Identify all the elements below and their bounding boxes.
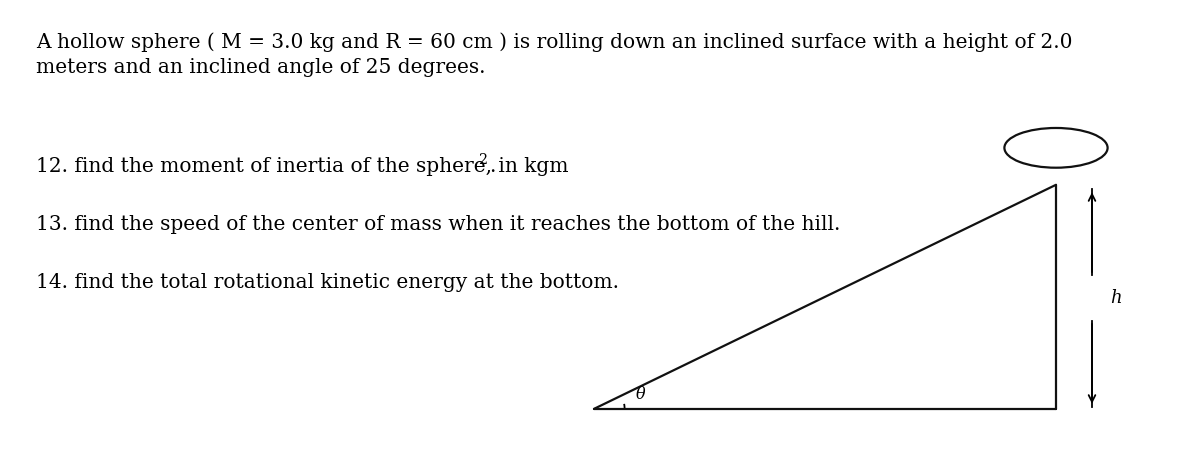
Text: 13. find the speed of the center of mass when it reaches the bottom of the hill.: 13. find the speed of the center of mass… — [36, 215, 840, 234]
Text: 2: 2 — [478, 153, 487, 167]
Text: θ: θ — [636, 386, 646, 403]
Text: A hollow sphere ( M = 3.0 kg and R = 60 cm ) is rolling down an inclined surface: A hollow sphere ( M = 3.0 kg and R = 60 … — [36, 32, 1073, 52]
Text: .: . — [490, 157, 496, 176]
Text: 14. find the total rotational kinetic energy at the bottom.: 14. find the total rotational kinetic en… — [36, 273, 619, 292]
Text: meters and an inclined angle of 25 degrees.: meters and an inclined angle of 25 degre… — [36, 58, 486, 77]
Text: h: h — [1110, 289, 1122, 307]
Text: 12. find the moment of inertia of the sphere, in kgm: 12. find the moment of inertia of the sp… — [36, 157, 569, 176]
